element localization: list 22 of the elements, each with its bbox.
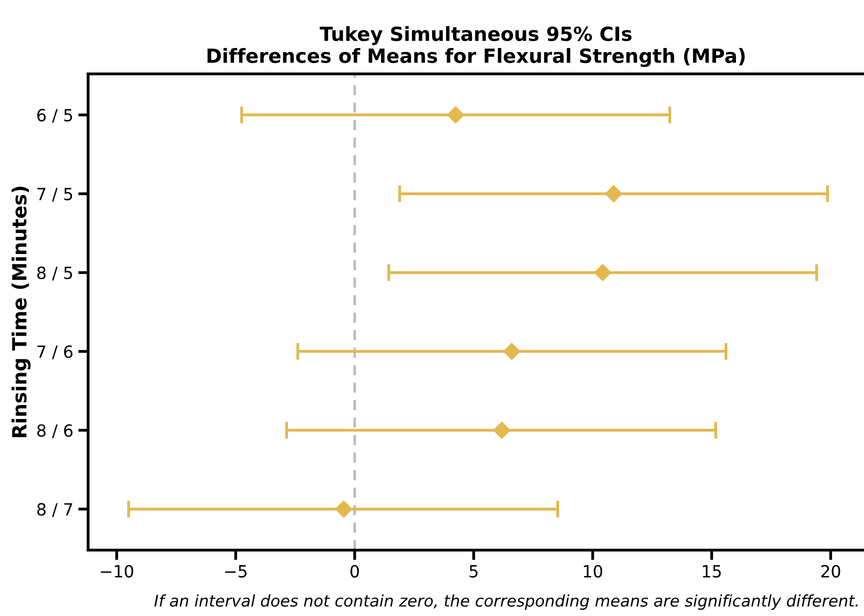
y-tick-label: 8 / 5 [37, 266, 72, 280]
y-tick-label: 6 / 5 [37, 108, 72, 123]
x-tick-label: 0 [350, 564, 359, 578]
point [503, 342, 520, 360]
point [447, 106, 464, 124]
point [493, 422, 510, 439]
point [335, 500, 352, 518]
point [594, 264, 612, 282]
y-tick-label: 8 / 7 [37, 503, 72, 517]
text: If an interval does not contain zero, the corresponding means are significantly different. [154, 594, 858, 610]
chart-title: Tukey Simultaneous 95% CIs Differences of Means for Flexural Strength (MPa) [208, 26, 745, 68]
x-tick-label: −5 [225, 565, 247, 578]
x-tick-label: 20 [821, 564, 840, 578]
x-tick-label: −10 [100, 564, 134, 578]
y-tick-label: 8 / 6 [37, 424, 72, 438]
y-tick-label: 7 / 5 [37, 188, 72, 202]
point [605, 185, 622, 202]
x-tick-label: 15 [702, 565, 721, 578]
x-tick-label: 10 [584, 564, 602, 578]
y-tick-label: 7 / 6 [37, 345, 72, 360]
x-tick-label: 5 [470, 565, 478, 578]
y-axis-title: Rinsing Time (Minutes) [12, 186, 31, 438]
